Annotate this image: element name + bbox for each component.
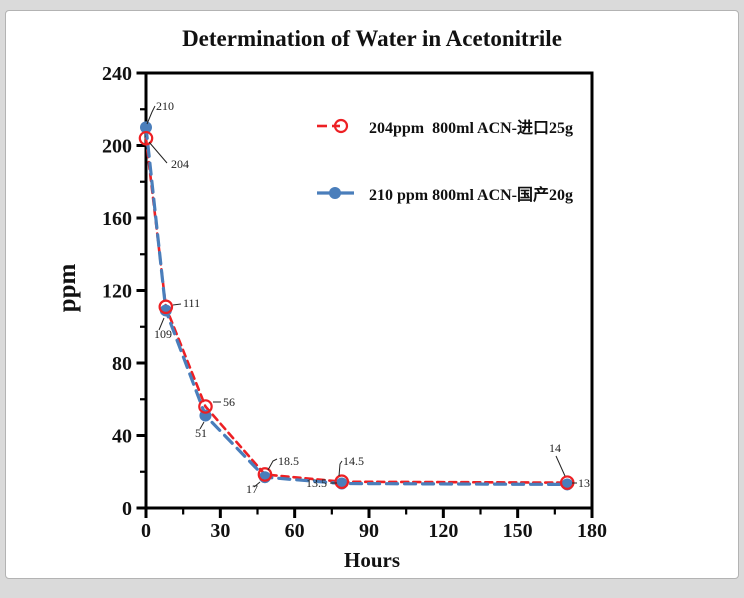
x-tick-label: 150 <box>503 520 533 542</box>
annotation-label: 210 <box>156 99 174 113</box>
annotation-label: 13.5 <box>306 476 327 490</box>
annotation-leader <box>199 421 205 430</box>
annotation-label: 204 <box>171 157 189 171</box>
marker-filled-circle-domestic <box>140 121 152 134</box>
y-tick-label: 200 <box>102 136 132 158</box>
x-tick-label: 120 <box>428 520 458 542</box>
marker-open-circle-imported <box>158 299 174 315</box>
marker-open-circle-imported <box>334 474 350 490</box>
annotation-leader <box>172 303 182 306</box>
legend-item-imported: 204ppm 800ml ACN-进口25g <box>316 114 573 138</box>
y-tick-label: 40 <box>112 426 132 448</box>
y-tick-label: 160 <box>102 208 132 230</box>
annotation-label: 51 <box>195 426 207 440</box>
legend-label-domestic: 210 ppm 800ml ACN-国产20g <box>369 187 574 204</box>
annotation-label: 13 <box>578 476 590 490</box>
annotation-label: 14 <box>549 441 561 455</box>
y-tick-label: 0 <box>122 498 132 520</box>
annotation-label: 18.5 <box>278 454 299 468</box>
series-line-domestic <box>144 125 569 487</box>
annotation-leader <box>267 458 278 471</box>
legend-item-domestic: 210 ppm 800ml ACN-国产20g <box>316 181 573 205</box>
annotation-leader <box>253 481 261 488</box>
x-tick-label: 30 <box>210 520 230 542</box>
plot-border <box>144 71 594 510</box>
annotation-leader <box>148 141 168 164</box>
annotation-leader <box>338 460 343 477</box>
x-tick-label: 90 <box>359 520 379 542</box>
legend-label-imported: 204ppm 800ml ACN-进口25g <box>369 120 574 137</box>
annotation-label: 56 <box>223 395 235 409</box>
x-tick-label: 180 <box>577 520 607 542</box>
annotation-label: 111 <box>183 296 200 310</box>
annotation-label: 109 <box>154 327 172 341</box>
y-axis-title: ppm <box>54 263 81 313</box>
annotation-leader <box>555 455 566 477</box>
marker-open-circle-imported <box>138 130 154 146</box>
annotation-label: 14.5 <box>343 454 364 468</box>
chart-title: Determination of Water in Acetonitrile <box>182 26 562 51</box>
annotation-leader <box>146 105 156 125</box>
marker-open-circle-imported <box>198 399 213 414</box>
annotation-label: 17 <box>246 482 258 496</box>
marker-open-circle-imported <box>257 467 273 482</box>
y-tick-label: 80 <box>112 353 132 375</box>
y-tick-label: 240 <box>102 63 132 85</box>
x-axis-title: Hours <box>343 548 400 572</box>
legend-marker-blue-line-filled-circle <box>317 187 354 199</box>
series-line-imported <box>144 136 569 484</box>
annotation-leader <box>158 317 165 331</box>
y-tick-label: 120 <box>102 281 132 303</box>
x-tick-label: 0 <box>141 520 151 542</box>
x-tick-label: 60 <box>285 520 305 542</box>
legend-marker-red-dashed-open-circle <box>317 118 349 134</box>
